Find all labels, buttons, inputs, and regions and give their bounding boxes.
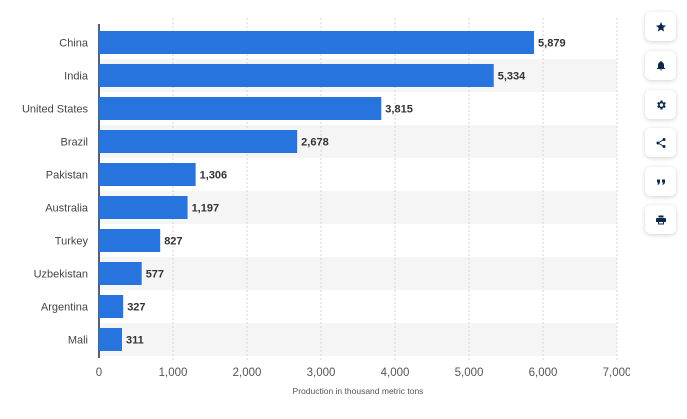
star-icon bbox=[655, 21, 666, 31]
x-tick-label: 0 bbox=[96, 367, 102, 379]
value-label: 827 bbox=[164, 236, 182, 248]
bell-icon bbox=[656, 60, 665, 70]
favorite-button[interactable] bbox=[645, 12, 676, 41]
category-label: India bbox=[64, 71, 89, 83]
bar bbox=[99, 196, 188, 219]
notification-button[interactable] bbox=[645, 51, 676, 80]
print-icon bbox=[655, 215, 666, 224]
quote-icon bbox=[656, 179, 665, 184]
share-icon bbox=[656, 137, 665, 148]
bar bbox=[99, 97, 382, 120]
x-tick-label: 3,000 bbox=[307, 367, 336, 379]
share-button[interactable] bbox=[645, 128, 676, 157]
value-labels: 5,879 5,334 3,815 2,678 1,306 1,197 827 577 327 3… bbox=[126, 38, 566, 347]
bar bbox=[99, 229, 161, 252]
gear-icon bbox=[656, 100, 666, 109]
category-label: Pakistan bbox=[46, 170, 88, 182]
bar bbox=[99, 31, 535, 54]
x-tick-label: 7,000 bbox=[603, 367, 630, 379]
category-labels: China India United States Brazil Pakistan Aus… bbox=[22, 38, 89, 347]
row-stripe bbox=[99, 323, 617, 356]
bar bbox=[99, 328, 123, 351]
bar bbox=[99, 130, 298, 153]
category-label: Mali bbox=[68, 335, 88, 347]
x-tick-label: 2,000 bbox=[233, 367, 262, 379]
settings-button[interactable] bbox=[645, 90, 676, 119]
category-label: United States bbox=[22, 104, 89, 116]
row-stripe bbox=[99, 257, 617, 290]
value-label: 577 bbox=[146, 269, 164, 281]
value-label: 2,678 bbox=[301, 137, 329, 149]
value-label: 5,879 bbox=[538, 38, 566, 50]
category-label: Uzbekistan bbox=[34, 269, 88, 281]
x-tick-label: 1,000 bbox=[159, 367, 188, 379]
category-label: China bbox=[59, 38, 89, 50]
print-button[interactable] bbox=[645, 205, 676, 234]
bar bbox=[99, 64, 494, 87]
category-label: Argentina bbox=[41, 302, 89, 314]
bar bbox=[99, 262, 142, 285]
x-tick-label: 4,000 bbox=[381, 367, 410, 379]
bar-chart: China India United States Brazil Pakistan Aus… bbox=[22, 18, 630, 396]
bar bbox=[99, 295, 124, 318]
value-label: 3,815 bbox=[385, 104, 413, 116]
bars bbox=[99, 31, 535, 351]
cite-button[interactable] bbox=[645, 167, 676, 196]
category-label: Brazil bbox=[60, 137, 88, 149]
value-label: 5,334 bbox=[498, 71, 526, 83]
value-label: 327 bbox=[127, 302, 145, 314]
row-stripes bbox=[99, 59, 617, 356]
x-tick-label: 5,000 bbox=[455, 367, 484, 379]
bar bbox=[99, 163, 196, 186]
x-axis-title: Production in thousand metric tons bbox=[293, 386, 424, 396]
value-label: 1,197 bbox=[192, 203, 220, 215]
category-label: Australia bbox=[45, 203, 89, 215]
category-label: Turkey bbox=[55, 236, 89, 248]
value-label: 311 bbox=[126, 335, 144, 347]
x-tick-label: 6,000 bbox=[529, 367, 558, 379]
x-tick-labels: 0 1,000 2,000 3,000 4,000 5,000 6,000 7,000 bbox=[96, 367, 630, 379]
value-label: 1,306 bbox=[200, 170, 228, 182]
